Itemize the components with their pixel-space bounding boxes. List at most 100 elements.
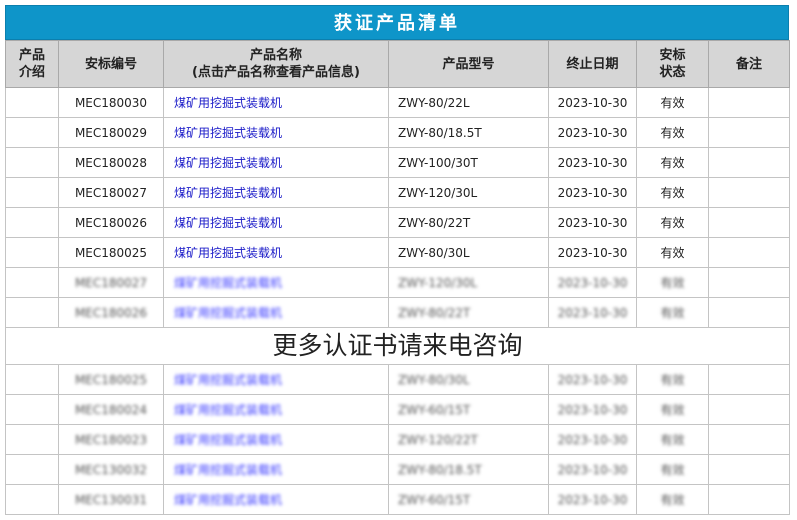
table-row: MEC180026 煤矿用挖掘式装载机 ZWY-80/22T 2023-10-3… xyxy=(5,297,790,328)
remarks-cell xyxy=(708,207,790,238)
table-row: MEC180024 煤矿用挖掘式装载机 ZWY-60/15T 2023-10-3… xyxy=(5,394,790,425)
end-date: 2023-10-30 xyxy=(548,237,637,268)
end-date: 2023-10-30 xyxy=(548,147,637,178)
product-name-link[interactable]: 煤矿用挖掘式装载机 xyxy=(163,117,389,148)
product-model: ZWY-80/22T xyxy=(388,297,549,328)
cert-no: MEC180027 xyxy=(58,267,164,298)
products-table: 产品介绍 安标编号 产品名称 (点击产品名称查看产品信息) 产品型号 终止日期 安… xyxy=(5,40,790,515)
table-row: MEC180025 煤矿用挖掘式装载机 ZWY-80/30L 2023-10-3… xyxy=(5,237,790,268)
product-model: ZWY-80/30L xyxy=(388,237,549,268)
product-model: ZWY-60/15T xyxy=(388,394,549,425)
product-intro-cell xyxy=(5,424,59,455)
cert-no: MEC180024 xyxy=(58,394,164,425)
table-row: MEC130031 煤矿用挖掘式装载机 ZWY-60/15T 2023-10-3… xyxy=(5,484,790,515)
product-intro-cell xyxy=(5,297,59,328)
col-model: 产品型号 xyxy=(388,40,549,88)
product-intro-cell xyxy=(5,177,59,208)
product-intro-cell xyxy=(5,267,59,298)
product-intro-cell xyxy=(5,117,59,148)
contact-overlay-row: 更多认证书请来电咨询 xyxy=(5,327,790,365)
cert-no: MEC180027 xyxy=(58,177,164,208)
cert-status: 有效 xyxy=(636,454,709,485)
cert-no: MEC130031 xyxy=(58,484,164,515)
product-name-link[interactable]: 煤矿用挖掘式装载机 xyxy=(163,207,389,238)
remarks-cell xyxy=(708,117,790,148)
product-intro-cell xyxy=(5,207,59,238)
cert-no: MEC180023 xyxy=(58,424,164,455)
col-cert-no: 安标编号 xyxy=(58,40,164,88)
cert-no: MEC180028 xyxy=(58,147,164,178)
product-model: ZWY-80/22T xyxy=(388,207,549,238)
product-name-link[interactable]: 煤矿用挖掘式装载机 xyxy=(163,394,389,425)
cert-no: MEC180030 xyxy=(58,87,164,118)
cert-status: 有效 xyxy=(636,267,709,298)
end-date: 2023-10-30 xyxy=(548,267,637,298)
remarks-cell xyxy=(708,394,790,425)
cert-status: 有效 xyxy=(636,237,709,268)
product-intro-cell xyxy=(5,454,59,485)
cert-status: 有效 xyxy=(636,364,709,395)
certified-products-panel: 获证产品清单 产品介绍 安标编号 产品名称 (点击产品名称查看产品信息) 产品型号… xyxy=(5,5,790,520)
end-date: 2023-10-30 xyxy=(548,207,637,238)
product-name-link[interactable]: 煤矿用挖掘式装载机 xyxy=(163,484,389,515)
cert-status: 有效 xyxy=(636,207,709,238)
remarks-cell xyxy=(708,424,790,455)
end-date: 2023-10-30 xyxy=(548,177,637,208)
col-remarks: 备注 xyxy=(708,40,790,88)
product-model: ZWY-80/18.5T xyxy=(388,117,549,148)
end-date: 2023-10-30 xyxy=(548,394,637,425)
product-name-link[interactable]: 煤矿用挖掘式装载机 xyxy=(163,147,389,178)
product-name-link[interactable]: 煤矿用挖掘式装载机 xyxy=(163,364,389,395)
cert-status: 有效 xyxy=(636,484,709,515)
table-row: MEC180028 煤矿用挖掘式装载机 ZWY-100/30T 2023-10-… xyxy=(5,147,790,178)
end-date: 2023-10-30 xyxy=(548,297,637,328)
cert-status: 有效 xyxy=(636,424,709,455)
header-row: 产品介绍 安标编号 产品名称 (点击产品名称查看产品信息) 产品型号 终止日期 安… xyxy=(5,40,790,88)
table-row: MEC180029 煤矿用挖掘式装载机 ZWY-80/18.5T 2023-10… xyxy=(5,117,790,148)
col-product-name: 产品名称 (点击产品名称查看产品信息) xyxy=(163,40,389,88)
remarks-cell xyxy=(708,297,790,328)
end-date: 2023-10-30 xyxy=(548,484,637,515)
table-row: MEC180030 煤矿用挖掘式装载机 ZWY-80/22L 2023-10-3… xyxy=(5,87,790,118)
product-intro-cell xyxy=(5,147,59,178)
product-intro-cell xyxy=(5,364,59,395)
remarks-cell xyxy=(708,87,790,118)
end-date: 2023-10-30 xyxy=(548,424,637,455)
cert-no: MEC130032 xyxy=(58,454,164,485)
product-name-link[interactable]: 煤矿用挖掘式装载机 xyxy=(163,267,389,298)
product-model: ZWY-60/15T xyxy=(388,484,549,515)
cert-status: 有效 xyxy=(636,117,709,148)
cert-no: MEC180026 xyxy=(58,207,164,238)
product-name-link[interactable]: 煤矿用挖掘式装载机 xyxy=(163,87,389,118)
table-row: MEC130032 煤矿用挖掘式装载机 ZWY-80/18.5T 2023-10… xyxy=(5,454,790,485)
col-end-date: 终止日期 xyxy=(548,40,637,88)
panel-title: 获证产品清单 xyxy=(5,5,789,40)
remarks-cell xyxy=(708,364,790,395)
product-intro-cell xyxy=(5,87,59,118)
cert-status: 有效 xyxy=(636,394,709,425)
remarks-cell xyxy=(708,177,790,208)
cert-status: 有效 xyxy=(636,177,709,208)
end-date: 2023-10-30 xyxy=(548,117,637,148)
table-row: MEC180023 煤矿用挖掘式装载机 ZWY-120/22T 2023-10-… xyxy=(5,424,790,455)
col-product-intro: 产品介绍 xyxy=(5,40,59,88)
product-model: ZWY-80/22L xyxy=(388,87,549,118)
product-name-link[interactable]: 煤矿用挖掘式装载机 xyxy=(163,454,389,485)
cert-status: 有效 xyxy=(636,297,709,328)
cert-no: MEC180025 xyxy=(58,237,164,268)
table-row: MEC180025 煤矿用挖掘式装载机 ZWY-80/30L 2023-10-3… xyxy=(5,364,790,395)
end-date: 2023-10-30 xyxy=(548,454,637,485)
product-name-link[interactable]: 煤矿用挖掘式装载机 xyxy=(163,237,389,268)
remarks-cell xyxy=(708,484,790,515)
product-model: ZWY-80/30L xyxy=(388,364,549,395)
table-row: MEC180026 煤矿用挖掘式装载机 ZWY-80/22T 2023-10-3… xyxy=(5,207,790,238)
table-row: MEC180027 煤矿用挖掘式装载机 ZWY-120/30L 2023-10-… xyxy=(5,267,790,298)
remarks-cell xyxy=(708,237,790,268)
product-name-link[interactable]: 煤矿用挖掘式装载机 xyxy=(163,424,389,455)
end-date: 2023-10-30 xyxy=(548,364,637,395)
product-name-link[interactable]: 煤矿用挖掘式装载机 xyxy=(163,177,389,208)
product-model: ZWY-80/18.5T xyxy=(388,454,549,485)
product-intro-cell xyxy=(5,237,59,268)
product-name-link[interactable]: 煤矿用挖掘式装载机 xyxy=(163,297,389,328)
end-date: 2023-10-30 xyxy=(548,87,637,118)
